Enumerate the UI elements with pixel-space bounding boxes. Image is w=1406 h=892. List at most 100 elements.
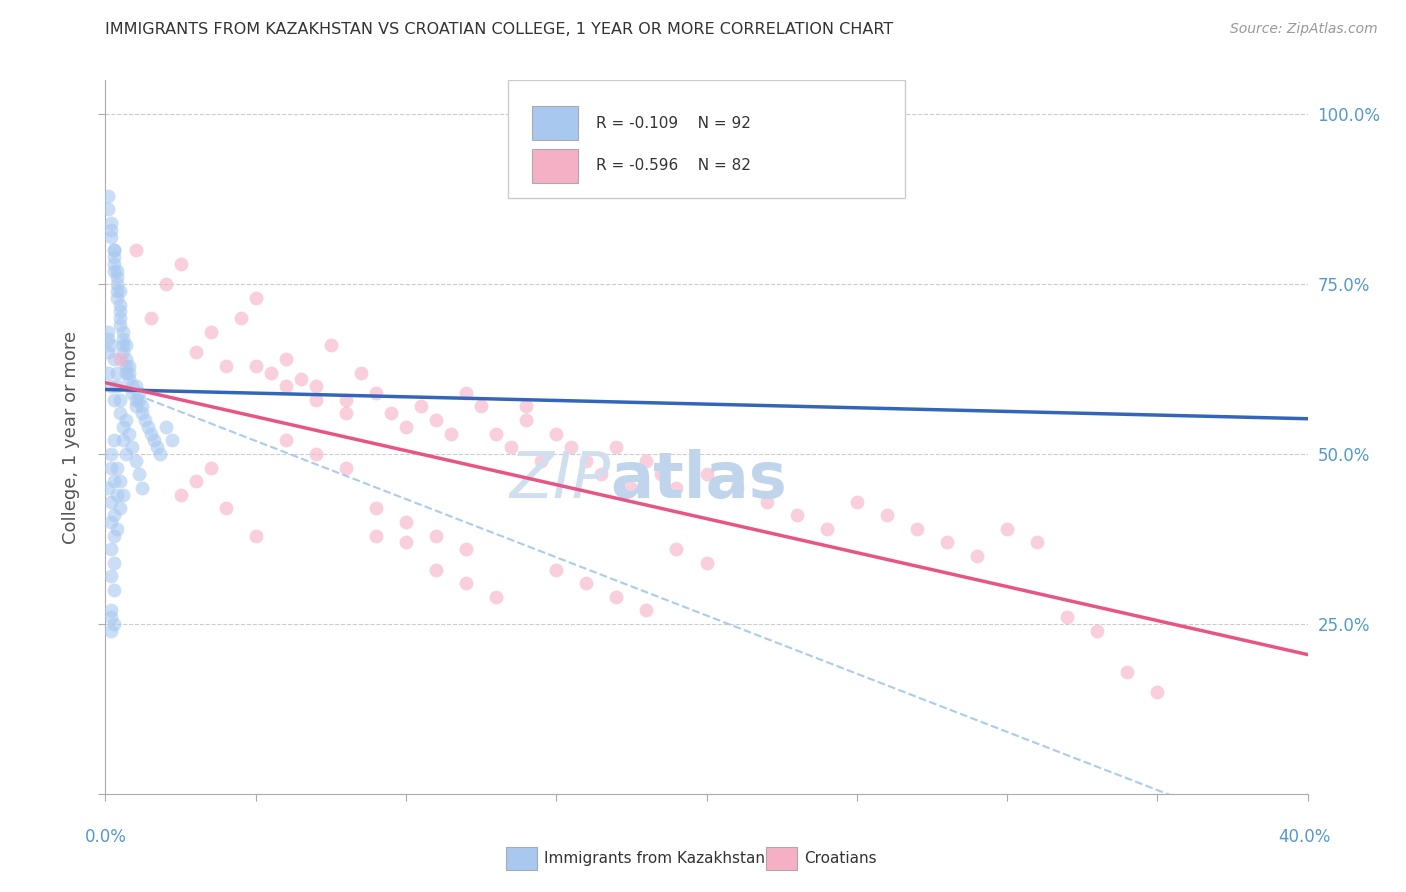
- Point: [440, 426, 463, 441]
- Point: [97, 481, 120, 495]
- Point: [485, 590, 508, 604]
- Point: [200, 325, 222, 339]
- Text: atlas: atlas: [610, 449, 787, 511]
- Point: [103, 475, 125, 489]
- Point: [425, 528, 447, 542]
- Point: [305, 392, 328, 407]
- Point: [103, 351, 125, 366]
- Point: [395, 535, 418, 549]
- Point: [112, 332, 135, 346]
- Point: [409, 400, 432, 414]
- Point: [148, 447, 170, 461]
- Point: [107, 488, 129, 502]
- Point: [169, 257, 191, 271]
- Point: [245, 359, 267, 373]
- Point: [110, 501, 132, 516]
- Y-axis label: College, 1 year or more: College, 1 year or more: [62, 331, 80, 543]
- Point: [696, 556, 718, 570]
- Point: [103, 528, 125, 542]
- Text: Source: ZipAtlas.com: Source: ZipAtlas.com: [1230, 22, 1378, 37]
- Point: [260, 366, 283, 380]
- Point: [1056, 610, 1078, 624]
- Point: [305, 447, 328, 461]
- Point: [124, 400, 146, 414]
- Point: [128, 385, 150, 400]
- Point: [110, 304, 132, 318]
- Point: [110, 284, 132, 298]
- Point: [97, 332, 120, 346]
- Point: [121, 440, 143, 454]
- Point: [274, 379, 297, 393]
- Point: [1085, 624, 1108, 638]
- Point: [124, 454, 146, 468]
- Text: 0.0%: 0.0%: [84, 828, 127, 846]
- Point: [560, 440, 582, 454]
- Point: [142, 434, 165, 448]
- Point: [103, 556, 125, 570]
- Point: [485, 426, 508, 441]
- Point: [425, 563, 447, 577]
- Point: [107, 460, 129, 475]
- Point: [110, 297, 132, 311]
- Point: [97, 345, 120, 359]
- Point: [128, 392, 150, 407]
- Point: [454, 576, 477, 591]
- Point: [319, 338, 342, 352]
- Point: [100, 223, 122, 237]
- Point: [103, 243, 125, 257]
- Text: R = -0.109    N = 92: R = -0.109 N = 92: [596, 116, 751, 130]
- Point: [139, 426, 162, 441]
- Point: [169, 488, 191, 502]
- Point: [380, 406, 402, 420]
- Point: [335, 460, 357, 475]
- Point: [364, 501, 387, 516]
- Point: [454, 385, 477, 400]
- Point: [1146, 685, 1168, 699]
- Point: [103, 257, 125, 271]
- Point: [121, 385, 143, 400]
- Point: [118, 426, 141, 441]
- Point: [845, 494, 868, 508]
- Point: [115, 413, 138, 427]
- Point: [274, 434, 297, 448]
- Point: [184, 345, 207, 359]
- Point: [112, 345, 135, 359]
- Point: [936, 535, 959, 549]
- Point: [335, 392, 357, 407]
- Point: [107, 522, 129, 536]
- Point: [115, 338, 138, 352]
- Point: [620, 481, 643, 495]
- Point: [136, 420, 159, 434]
- Point: [200, 460, 222, 475]
- Point: [124, 392, 146, 407]
- Point: [335, 406, 357, 420]
- Point: [515, 400, 537, 414]
- Point: [515, 413, 537, 427]
- Point: [139, 311, 162, 326]
- Point: [97, 202, 120, 217]
- Point: [115, 447, 138, 461]
- Point: [214, 359, 236, 373]
- Text: 40.0%: 40.0%: [1278, 828, 1331, 846]
- Point: [786, 508, 808, 523]
- Point: [97, 366, 120, 380]
- Point: [128, 467, 150, 482]
- Point: [124, 243, 146, 257]
- Point: [425, 413, 447, 427]
- Text: ZIP: ZIP: [509, 449, 610, 511]
- Point: [229, 311, 252, 326]
- Point: [100, 610, 122, 624]
- Point: [110, 318, 132, 332]
- Point: [118, 372, 141, 386]
- Point: [107, 366, 129, 380]
- Point: [131, 400, 153, 414]
- Point: [305, 379, 328, 393]
- Point: [605, 590, 627, 604]
- Point: [650, 467, 672, 482]
- Point: [134, 413, 156, 427]
- Point: [395, 420, 418, 434]
- Point: [107, 284, 129, 298]
- Point: [501, 440, 523, 454]
- Point: [115, 351, 138, 366]
- Point: [103, 263, 125, 277]
